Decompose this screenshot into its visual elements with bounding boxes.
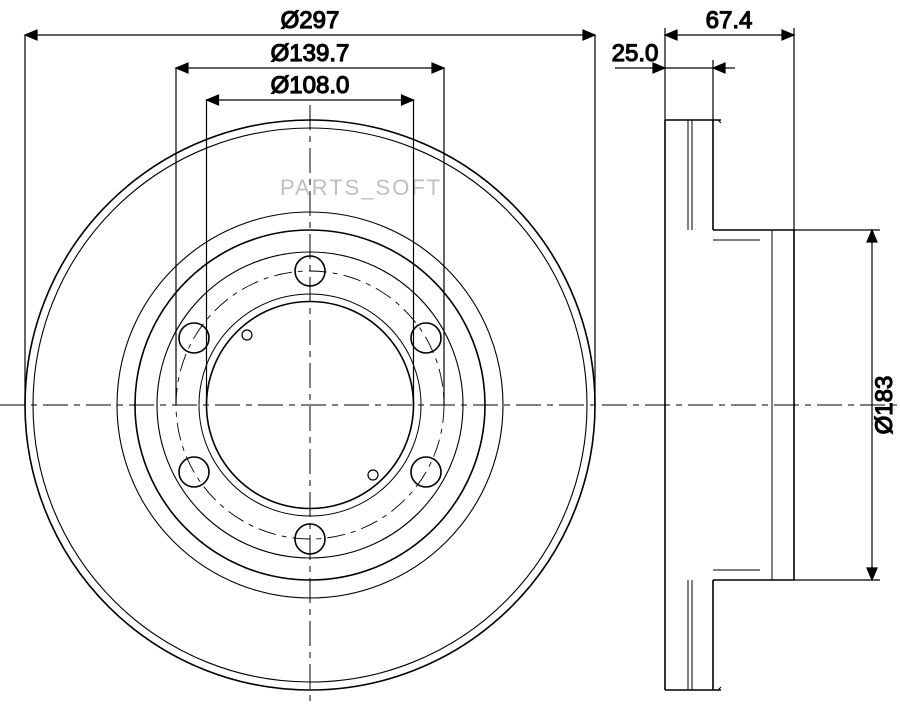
dim-face-width-label: 25.0 [612,40,659,67]
watermark-text: PARTS_SOFT [280,175,442,201]
dim-face-width: 25.0 [612,40,735,120]
dim-outer-d-label: Ø297 [281,7,340,34]
dim-bore-label: Ø108.0 [271,72,350,99]
dim-hat-d-label: Ø183 [871,376,898,435]
engineering-drawing: Ø297 Ø139.7 Ø108.0 67.4 [0,0,900,713]
dim-total-width-label: 67.4 [706,7,753,34]
dim-bcd-label: Ø139.7 [271,40,350,67]
dim-total-width: 67.4 [665,7,794,230]
